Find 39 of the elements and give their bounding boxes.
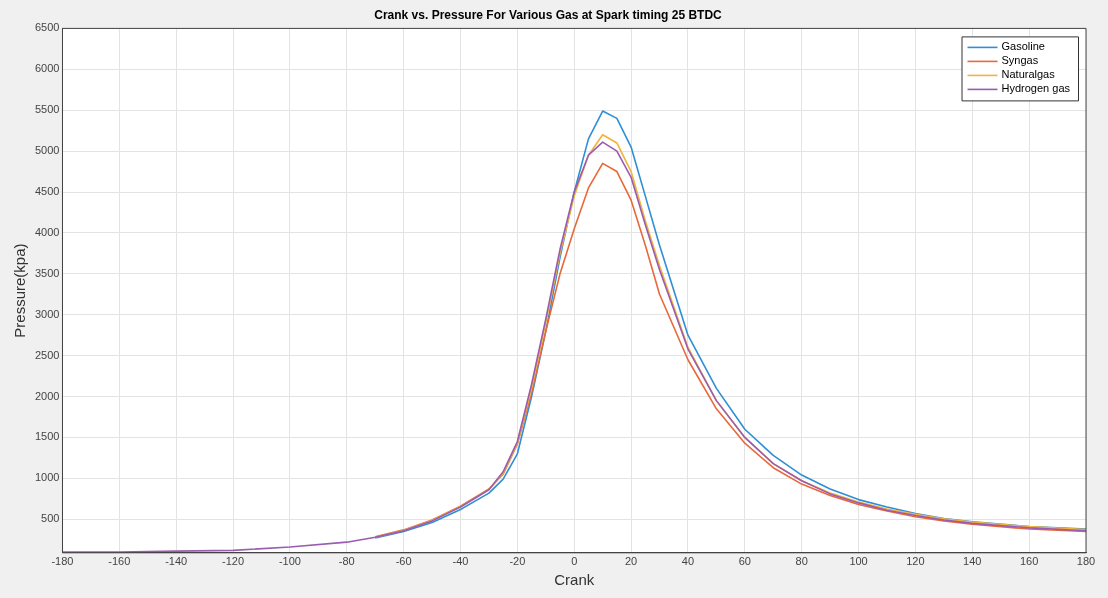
- y-tick-label: 1500: [34, 430, 60, 443]
- x-tick-label: -160: [108, 555, 131, 568]
- y-tick-label: 6000: [34, 62, 60, 75]
- legend-label: Naturalgas: [1001, 68, 1056, 81]
- y-tick-label: 500: [41, 512, 60, 525]
- x-tick-label: -100: [278, 555, 301, 568]
- y-axis-title: Pressure(kpa): [11, 243, 29, 338]
- y-tick-label: 6500: [34, 21, 60, 34]
- x-tick-label: 120: [906, 555, 925, 568]
- y-tick-label: 4000: [34, 225, 60, 238]
- y-tick-label: 2000: [34, 389, 60, 402]
- legend-label: Gasoline: [1001, 40, 1045, 53]
- x-tick-label: -60: [395, 555, 412, 568]
- x-tick-label: -40: [452, 555, 469, 568]
- x-tick-label: 180: [1076, 555, 1096, 568]
- x-tick-label: -180: [51, 555, 74, 568]
- legend-label: Syngas: [1001, 54, 1039, 67]
- x-tick-label: 100: [849, 555, 868, 568]
- legend-label: Hydrogen gas: [1001, 82, 1071, 95]
- y-tick-label: 2500: [34, 348, 60, 361]
- x-tick-label: -20: [509, 555, 526, 568]
- x-tick-label: 80: [795, 555, 808, 568]
- x-tick-label: 60: [738, 555, 751, 568]
- y-tick-label: 3500: [34, 266, 60, 279]
- x-tick-label: 0: [571, 555, 578, 568]
- y-tick-label: 1000: [34, 471, 60, 484]
- x-tick-label: 40: [681, 555, 695, 568]
- x-tick-label: -120: [222, 555, 245, 568]
- x-tick-label: -80: [338, 555, 355, 568]
- y-tick-label: 3000: [34, 307, 60, 320]
- x-tick-label: 160: [1019, 555, 1039, 568]
- x-axis-title: Crank: [554, 571, 595, 589]
- x-tick-label: -140: [165, 555, 188, 568]
- y-tick-label: 5500: [34, 103, 60, 116]
- y-tick-label: 4500: [34, 185, 60, 198]
- y-tick-label: 5000: [34, 144, 60, 157]
- x-tick-label: 140: [963, 555, 982, 568]
- x-tick-label: 20: [624, 555, 638, 568]
- chart-title: Crank vs. Pressure For Various Gas at Spark timing 25 BTDC: [374, 7, 723, 22]
